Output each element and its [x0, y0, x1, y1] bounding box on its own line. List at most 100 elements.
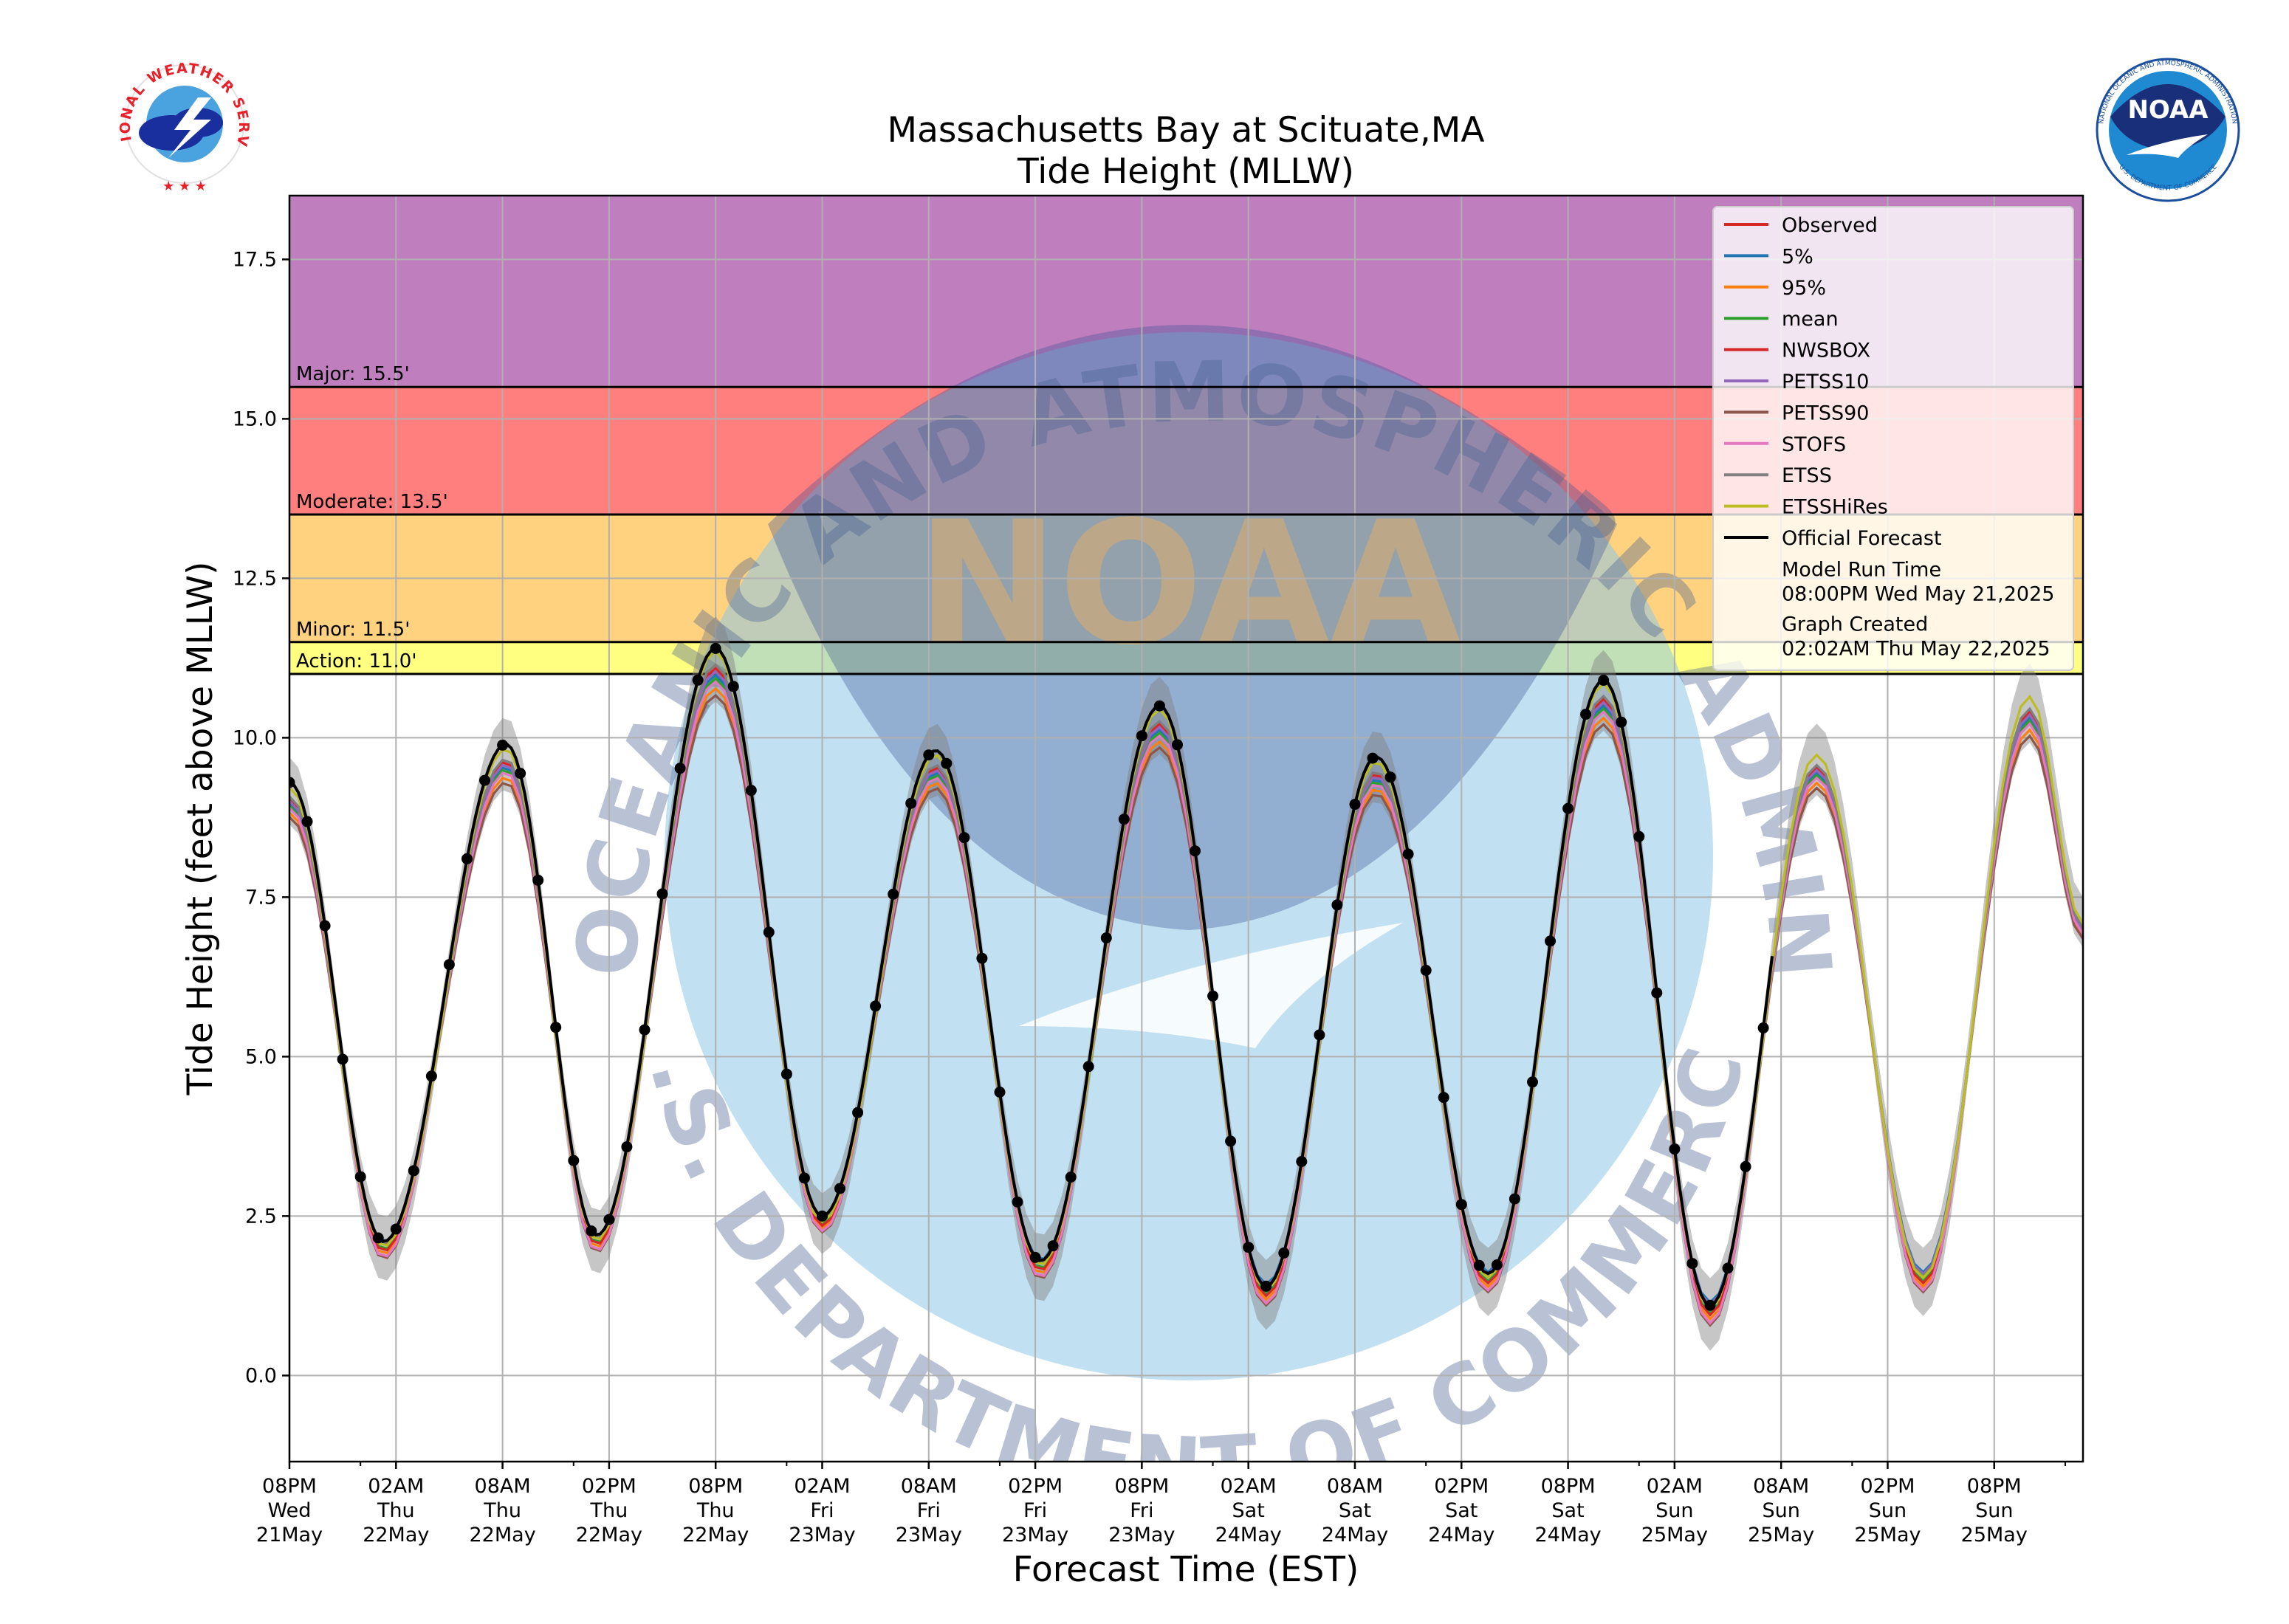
x-tick-label: Fri: [1130, 1499, 1153, 1522]
x-tick-label: Sat: [1445, 1499, 1478, 1522]
x-tick-label: 25May: [1854, 1524, 1921, 1546]
x-axis-title: Forecast Time (EST): [1013, 1549, 1359, 1590]
official-forecast-point: [1278, 1247, 1290, 1259]
plot-frame: [288, 194, 2084, 1463]
official-forecast-point: [497, 739, 509, 751]
official-forecast-point: [1438, 1092, 1449, 1104]
x-tick-label: 02AM: [794, 1475, 850, 1498]
official-forecast-point: [1402, 848, 1414, 860]
threshold-label-minor: Minor: 11.5': [296, 619, 410, 641]
x-tick-label: 25May: [1961, 1524, 2028, 1546]
official-forecast-point: [710, 642, 721, 654]
official-forecast-point: [976, 952, 988, 964]
legend-note-value: 02:02AM Thu May 22,2025: [1782, 637, 2051, 660]
x-tick-label: Thu: [483, 1499, 521, 1522]
x-tick-label: 02AM: [1221, 1475, 1277, 1498]
chart-title-line1: Massachusetts Bay at Scituate,MA: [888, 110, 1485, 151]
x-tick-label: Fri: [1023, 1499, 1047, 1522]
grid-lines: [289, 196, 2083, 1462]
official-forecast-point: [621, 1141, 633, 1153]
x-tick-label: 08PM: [1967, 1475, 2022, 1498]
x-tick-label: 22May: [576, 1524, 642, 1546]
x-tick-label: 24May: [1534, 1524, 1601, 1546]
legend-label-petss10: PETSS10: [1782, 371, 1869, 393]
y-tick-label: 15.0: [233, 407, 277, 430]
noaa-bird-icon: [2127, 134, 2208, 158]
official-forecast-point: [905, 797, 917, 809]
x-tick-label: 24May: [1428, 1524, 1494, 1546]
official-forecast-point: [372, 1232, 384, 1244]
official-forecast-point: [1367, 752, 1379, 764]
official-forecast-point: [390, 1223, 402, 1235]
official-forecast-point: [301, 816, 313, 828]
x-tick-label: Thu: [590, 1499, 628, 1522]
official-forecast-point: [994, 1087, 1006, 1098]
official-forecast-point: [1598, 675, 1610, 687]
official-forecast-point: [1740, 1160, 1751, 1172]
official-forecast-point: [923, 749, 935, 761]
official-forecast-point: [1349, 799, 1361, 811]
official-forecast-point: [1633, 830, 1645, 842]
official-forecast-point: [852, 1107, 864, 1118]
x-tick-label: Sun: [1975, 1499, 2013, 1522]
y-tick-label: 7.5: [245, 886, 277, 909]
official-forecast-point: [1207, 990, 1219, 1002]
x-tick-label: 22May: [682, 1524, 749, 1546]
x-tick-label: Wed: [268, 1499, 312, 1522]
x-tick-label: 02AM: [1647, 1475, 1703, 1498]
y-tick-label: 0.0: [245, 1364, 277, 1387]
threshold-label-action: Action: 11.0': [296, 650, 417, 672]
x-tick-label: 22May: [470, 1524, 536, 1546]
legend-label-stofs: STOFS: [1782, 433, 1846, 456]
legend-label-mean: mean: [1782, 308, 1839, 331]
official-forecast-point: [941, 757, 953, 769]
noaa-logo-text: NOAA: [2127, 95, 2209, 125]
svg-text:★ ★ ★: ★ ★ ★: [162, 179, 207, 194]
official-forecast-point: [639, 1024, 651, 1036]
official-forecast-point: [1190, 845, 1201, 857]
chart-title-line2: Tide Height (MLLW): [1017, 151, 1354, 192]
official-forecast-point: [1722, 1262, 1734, 1274]
watermark-center-text: NOAA: [916, 486, 1461, 683]
official-forecast-point: [354, 1171, 366, 1183]
official-forecast-point: [798, 1172, 810, 1184]
official-forecast-point: [674, 763, 686, 774]
x-tick-label: Sun: [1655, 1499, 1693, 1522]
official-forecast-point: [1509, 1193, 1520, 1205]
official-forecast-point: [425, 1070, 437, 1082]
y-tick-label: 12.5: [233, 567, 277, 590]
x-tick-label: 22May: [363, 1524, 429, 1546]
official-forecast-point: [1118, 813, 1130, 825]
official-forecast-point: [1651, 987, 1663, 999]
official-forecast-point: [888, 888, 899, 900]
x-tick-label: Fri: [917, 1499, 941, 1522]
x-axis: 08PMWed21May02AMThu22May08AMThu22May02PM…: [256, 1462, 2066, 1546]
x-tick-label: 08PM: [262, 1475, 317, 1498]
official-forecast-point: [1314, 1029, 1325, 1041]
nws-logo: NATIONAL WEATHER SERVICE ★ ★ ★: [0, 0, 250, 194]
legend-label-observed: Observed: [1782, 214, 1878, 237]
threshold-label-major: Major: 15.5': [296, 363, 410, 385]
official-forecast-point: [1082, 1061, 1094, 1073]
official-forecast-point: [817, 1210, 828, 1222]
x-tick-label: 02PM: [582, 1475, 636, 1498]
official-forecast-point: [1491, 1259, 1503, 1270]
x-tick-label: Sun: [1869, 1499, 1907, 1522]
x-tick-label: 25May: [1641, 1524, 1708, 1546]
x-tick-label: 21May: [256, 1524, 323, 1546]
official-forecast-point: [1757, 1022, 1769, 1033]
official-forecast-point: [1669, 1143, 1681, 1155]
x-tick-label: Fri: [810, 1499, 834, 1522]
legend-label-95-: 95%: [1782, 277, 1826, 300]
legend-box: [1712, 206, 2074, 671]
official-forecast-point: [1012, 1196, 1023, 1208]
official-forecast-point: [443, 959, 455, 971]
official-forecast-point: [479, 774, 490, 786]
official-forecast-point: [1172, 739, 1183, 751]
x-tick-label: 23May: [1108, 1524, 1175, 1546]
x-tick-label: 02PM: [1008, 1475, 1063, 1498]
legend-label-etsshires: ETSSHiRes: [1782, 496, 1888, 519]
series-line-stofs: [289, 680, 2083, 1325]
y-tick-label: 5.0: [245, 1045, 277, 1068]
y-tick-label: 2.5: [245, 1205, 277, 1228]
